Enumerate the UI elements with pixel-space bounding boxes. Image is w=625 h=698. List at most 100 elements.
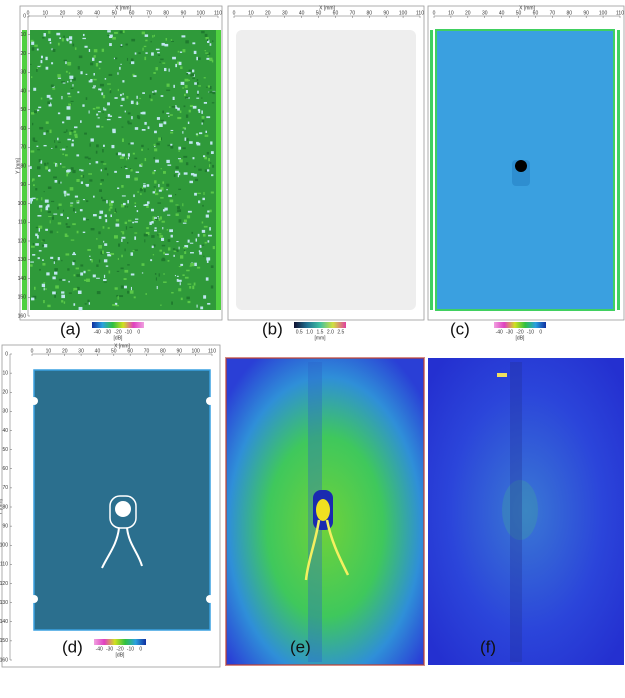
texture-dot (98, 111, 101, 112)
texture-dot (84, 46, 87, 48)
texture-dot (103, 226, 105, 228)
texture-dot (42, 284, 45, 287)
texture-dot (154, 180, 156, 183)
texture-dot (211, 174, 213, 176)
texture-dot (47, 101, 50, 104)
texture-dot (145, 204, 148, 206)
texture-dot (67, 235, 68, 237)
texture-dot (110, 200, 111, 203)
texture-dot (194, 166, 196, 168)
colorbar-tick-label: -10 (527, 329, 534, 335)
texture-dot (71, 240, 74, 241)
texture-dot (176, 241, 178, 242)
texture-dot (79, 307, 83, 310)
texture-dot (202, 120, 204, 122)
texture-dot (163, 121, 166, 124)
texture-dot (142, 32, 145, 35)
x-axis-label: X [mm] (115, 5, 131, 11)
notch (206, 595, 214, 603)
texture-dot (141, 145, 143, 147)
texture-dot (96, 63, 98, 66)
texture-dot (77, 200, 79, 202)
texture-dot (201, 110, 202, 113)
x-tick-label: 20 (265, 10, 271, 16)
texture-dot (196, 134, 198, 135)
texture-dot (178, 174, 179, 177)
texture-dot (164, 44, 168, 47)
texture-dot (145, 34, 148, 36)
y-tick-label: 60 (2, 466, 8, 472)
texture-dot (151, 52, 154, 55)
x-axis-label: X [mm] (319, 5, 335, 11)
texture-dot (110, 90, 112, 93)
texture-dot (66, 116, 70, 119)
texture-dot (145, 52, 147, 54)
texture-dot (211, 285, 213, 288)
texture-dot (74, 126, 77, 128)
texture-dot (103, 241, 104, 243)
texture-dot (36, 227, 38, 228)
texture-dot (101, 197, 103, 199)
y-tick-label: 100 (0, 543, 8, 549)
texture-dot (194, 51, 197, 54)
texture-dot (38, 257, 40, 259)
texture-dot (74, 274, 76, 276)
texture-dot (156, 49, 160, 50)
texture-dot (129, 227, 132, 228)
texture-dot (184, 251, 186, 254)
texture-dot (166, 90, 170, 91)
texture-dot (96, 264, 98, 267)
texture-dot (76, 274, 80, 277)
texture-dot (171, 41, 174, 42)
texture-dot (201, 97, 202, 98)
texture-dot (182, 203, 183, 206)
texture-dot (122, 237, 126, 239)
texture-dot (187, 215, 190, 218)
texture-dot (73, 252, 75, 254)
texture-dot (167, 84, 170, 87)
texture-dot (54, 272, 57, 275)
texture-dot (142, 272, 143, 273)
texture-dot (168, 239, 171, 242)
texture-dot (192, 42, 195, 44)
texture-dot (114, 58, 115, 59)
texture-dot (117, 188, 119, 190)
texture-dot (101, 92, 103, 95)
texture-dot (167, 165, 171, 166)
texture-dot (137, 210, 138, 212)
texture-dot (118, 89, 119, 91)
scan-image (236, 30, 416, 310)
scan-edge (617, 30, 620, 310)
texture-dot (89, 179, 92, 181)
texture-dot (91, 228, 95, 230)
x-tick-label: 10 (46, 348, 52, 354)
texture-dot (179, 62, 182, 65)
y-tick-label: 70 (2, 485, 8, 491)
texture-dot (48, 38, 51, 41)
texture-dot (99, 189, 102, 192)
texture-dot (51, 62, 53, 64)
texture-dot (118, 244, 120, 247)
colorbar-tick-label: 0.5 (296, 329, 303, 335)
texture-dot (67, 106, 71, 109)
texture-dot (86, 279, 90, 282)
texture-dot (176, 213, 179, 216)
texture-dot (183, 247, 187, 248)
texture-dot (116, 224, 120, 227)
x-tick-label: 40 (299, 10, 305, 16)
x-tick-label: 100 (197, 10, 206, 16)
texture-dot (104, 282, 107, 283)
x-tick-label: 90 (583, 10, 589, 16)
texture-dot (102, 149, 104, 152)
texture-dot (180, 66, 182, 69)
texture-dot (39, 205, 42, 207)
x-tick-label: 90 (181, 10, 187, 16)
texture-dot (145, 158, 146, 161)
texture-dot (185, 85, 188, 88)
texture-dot (152, 246, 154, 248)
texture-dot (107, 173, 108, 175)
texture-dot (134, 202, 136, 204)
texture-dot (171, 302, 173, 305)
texture-dot (44, 288, 45, 291)
texture-dot (189, 286, 191, 289)
